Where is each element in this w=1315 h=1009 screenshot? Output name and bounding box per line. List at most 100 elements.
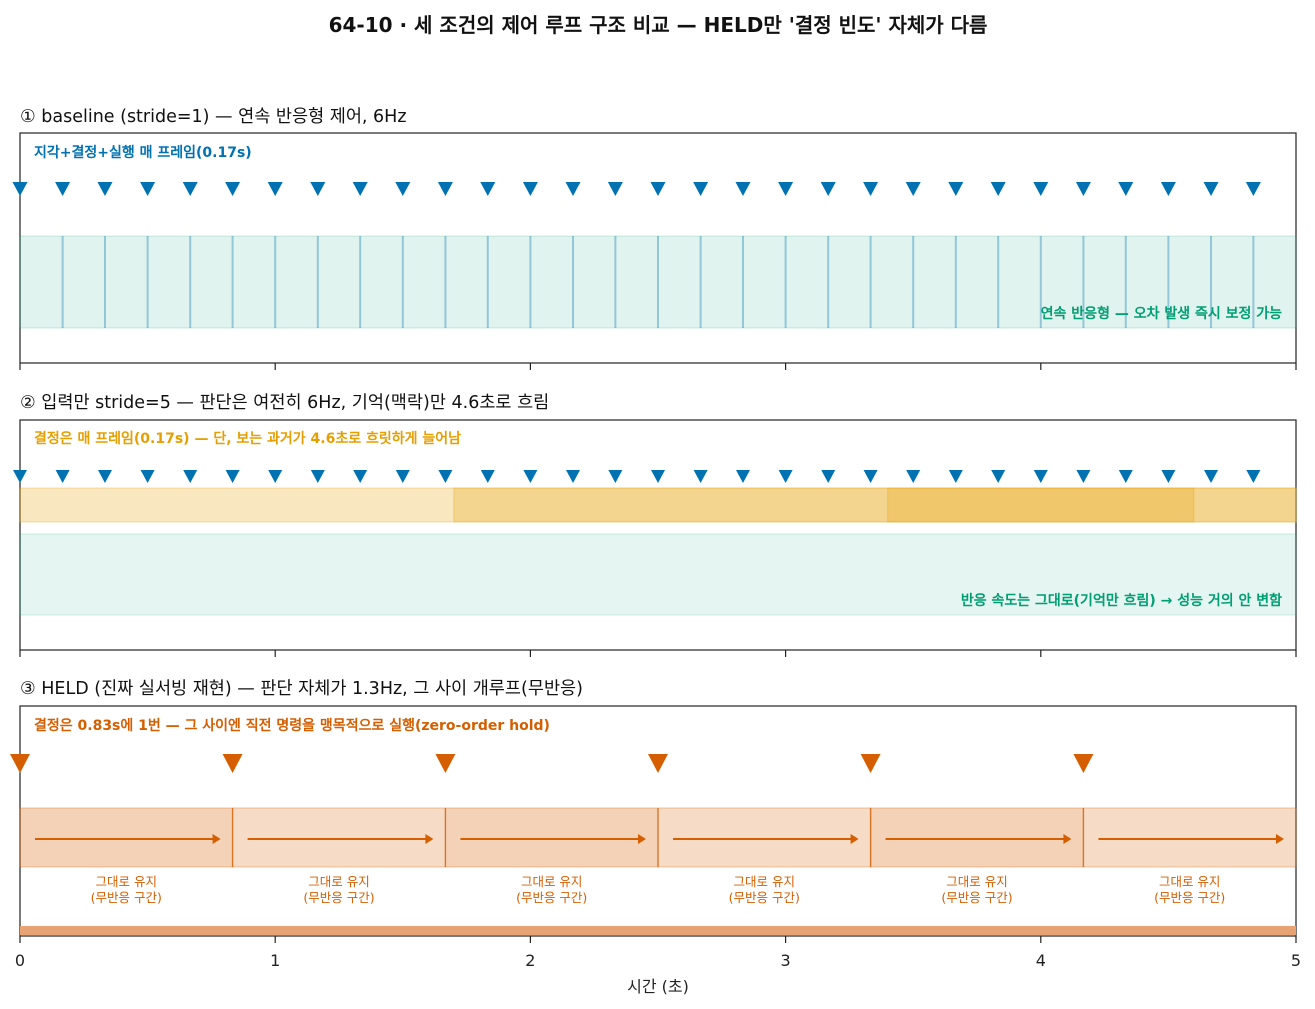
decision-marker [948,470,963,483]
decision-marker [1245,182,1261,196]
panel-3-hold-segments: 그대로 유지(무반응 구간)그대로 유지(무반응 구간)그대로 유지(무반응 구… [19,807,1297,905]
hold-arrow-head [1276,834,1284,844]
decision-marker [183,470,198,483]
decision-marker [437,182,453,196]
hold-segment [444,807,659,868]
hold-arrow-head [425,834,434,844]
panel-2-title: ② 입력만 stride=5 — 판단은 여전히 6Hz, 기억(맥락)만 4.… [20,393,549,413]
decision-marker [693,470,708,483]
decision-marker [1203,182,1219,196]
decision-marker [821,470,836,483]
decision-marker [97,470,112,483]
hold-label: 그대로 유지 [521,874,582,889]
panel-1-decision-markers [12,182,1261,196]
tick-label: 2 [525,951,535,970]
decision-marker [140,470,155,483]
panel-1-annotation-bottom: 연속 반응형 — 오차 발생 즉시 보정 가능 [1041,305,1282,322]
decision-marker [991,470,1006,483]
hold-arrow-head [638,834,646,844]
decision-marker [55,182,71,196]
decision-marker [778,182,794,196]
decision-marker [225,470,240,483]
decision-marker [395,470,410,483]
hold-arrow-head [850,834,859,844]
hold-label: (무반응 구간) [1154,890,1225,905]
tick-label: 0 [15,951,25,970]
panel-3-annotation-top: 결정은 0.83s에 1번 — 그 사이엔 직전 명령을 맹목적으로 실행(ze… [34,717,550,734]
hold-segment [657,807,872,868]
panel-3-title: ③ HELD (진짜 실서빙 재현) — 판단 자체가 1.3Hz, 그 사이 … [20,679,583,699]
decision-marker [267,182,283,196]
panel-2-frame [19,419,1297,651]
hold-label: (무반응 구간) [516,890,587,905]
x-axis-label: 시간 (초) [627,977,689,996]
panel-1-frame [19,132,1297,364]
decision-marker [735,182,751,196]
panel-2-annotation-bottom: 반응 속도는 그대로(기억만 흐림) → 성능 거의 안 변함 [961,592,1282,609]
hold-segment [232,807,446,868]
decision-marker [863,182,879,196]
decision-marker [648,754,668,773]
panel-3-bottom-strip [20,926,1296,935]
decision-marker [778,470,793,483]
panel-2-annotation-top: 결정은 매 프레임(0.17s) — 단, 보는 과거가 4.6초로 흐릿하게 … [34,430,461,447]
decision-marker [1118,470,1133,483]
hold-label: 그대로 유지 [96,874,157,889]
decision-marker [1204,470,1219,483]
decision-marker [12,182,28,196]
decision-marker [650,182,666,196]
decision-marker [480,470,495,483]
decision-marker [820,182,836,196]
hold-label: (무반응 구간) [729,890,800,905]
panel-1-control-band [19,235,1297,329]
decision-marker [1118,182,1134,196]
x-axis: 0 1 2 3 4 5 [15,936,1301,970]
decision-marker [438,470,453,483]
panel-2-control-band [19,533,1297,616]
decision-marker [353,470,368,483]
hold-label: 그대로 유지 [308,874,369,889]
decision-marker [693,182,709,196]
decision-marker [906,470,921,483]
decision-marker [140,182,156,196]
decision-marker [1033,182,1049,196]
hold-label: (무반응 구간) [91,890,162,905]
decision-marker [225,182,241,196]
decision-marker [607,182,623,196]
tick-label: 4 [1036,951,1046,970]
panel-2-decision-markers [13,470,1261,483]
decision-marker [651,470,665,483]
decision-marker [990,182,1006,196]
decision-marker [608,470,623,483]
decision-marker [13,470,27,483]
memory-window [453,487,1297,523]
decision-marker [565,182,581,196]
panel-1-axis-ticks [19,363,1297,370]
decision-marker [97,182,113,196]
decision-marker [55,470,70,483]
decision-marker [863,470,878,483]
decision-marker [435,754,456,773]
decision-marker [860,754,881,773]
hold-label: (무반응 구간) [941,890,1012,905]
decision-marker [310,470,325,483]
hold-label: 그대로 유지 [734,874,795,889]
panel-2-memory-windows [19,487,1297,523]
hold-arrow-head [1063,834,1072,844]
panel-2-axis-ticks [19,650,1297,657]
tick-label: 5 [1291,951,1301,970]
memory-window [19,487,1297,523]
decision-marker [1161,470,1176,483]
decision-marker [222,754,243,773]
figure-title: 64-10 · 세 조건의 제어 루프 구조 비교 — HELD만 '결정 빈도… [329,13,988,37]
memory-window [887,487,1195,523]
decision-marker [268,470,283,483]
decision-marker [395,182,411,196]
decision-marker [10,754,30,773]
decision-marker [1075,182,1091,196]
hold-label: 그대로 유지 [1159,874,1220,889]
panel-baseline: ① baseline (stride=1) — 연속 반응형 제어, 6Hz 지… [12,107,1297,370]
hold-label: 그대로 유지 [946,874,1007,889]
tick-label: 3 [781,951,791,970]
panel-3-decision-markers [10,754,1094,773]
